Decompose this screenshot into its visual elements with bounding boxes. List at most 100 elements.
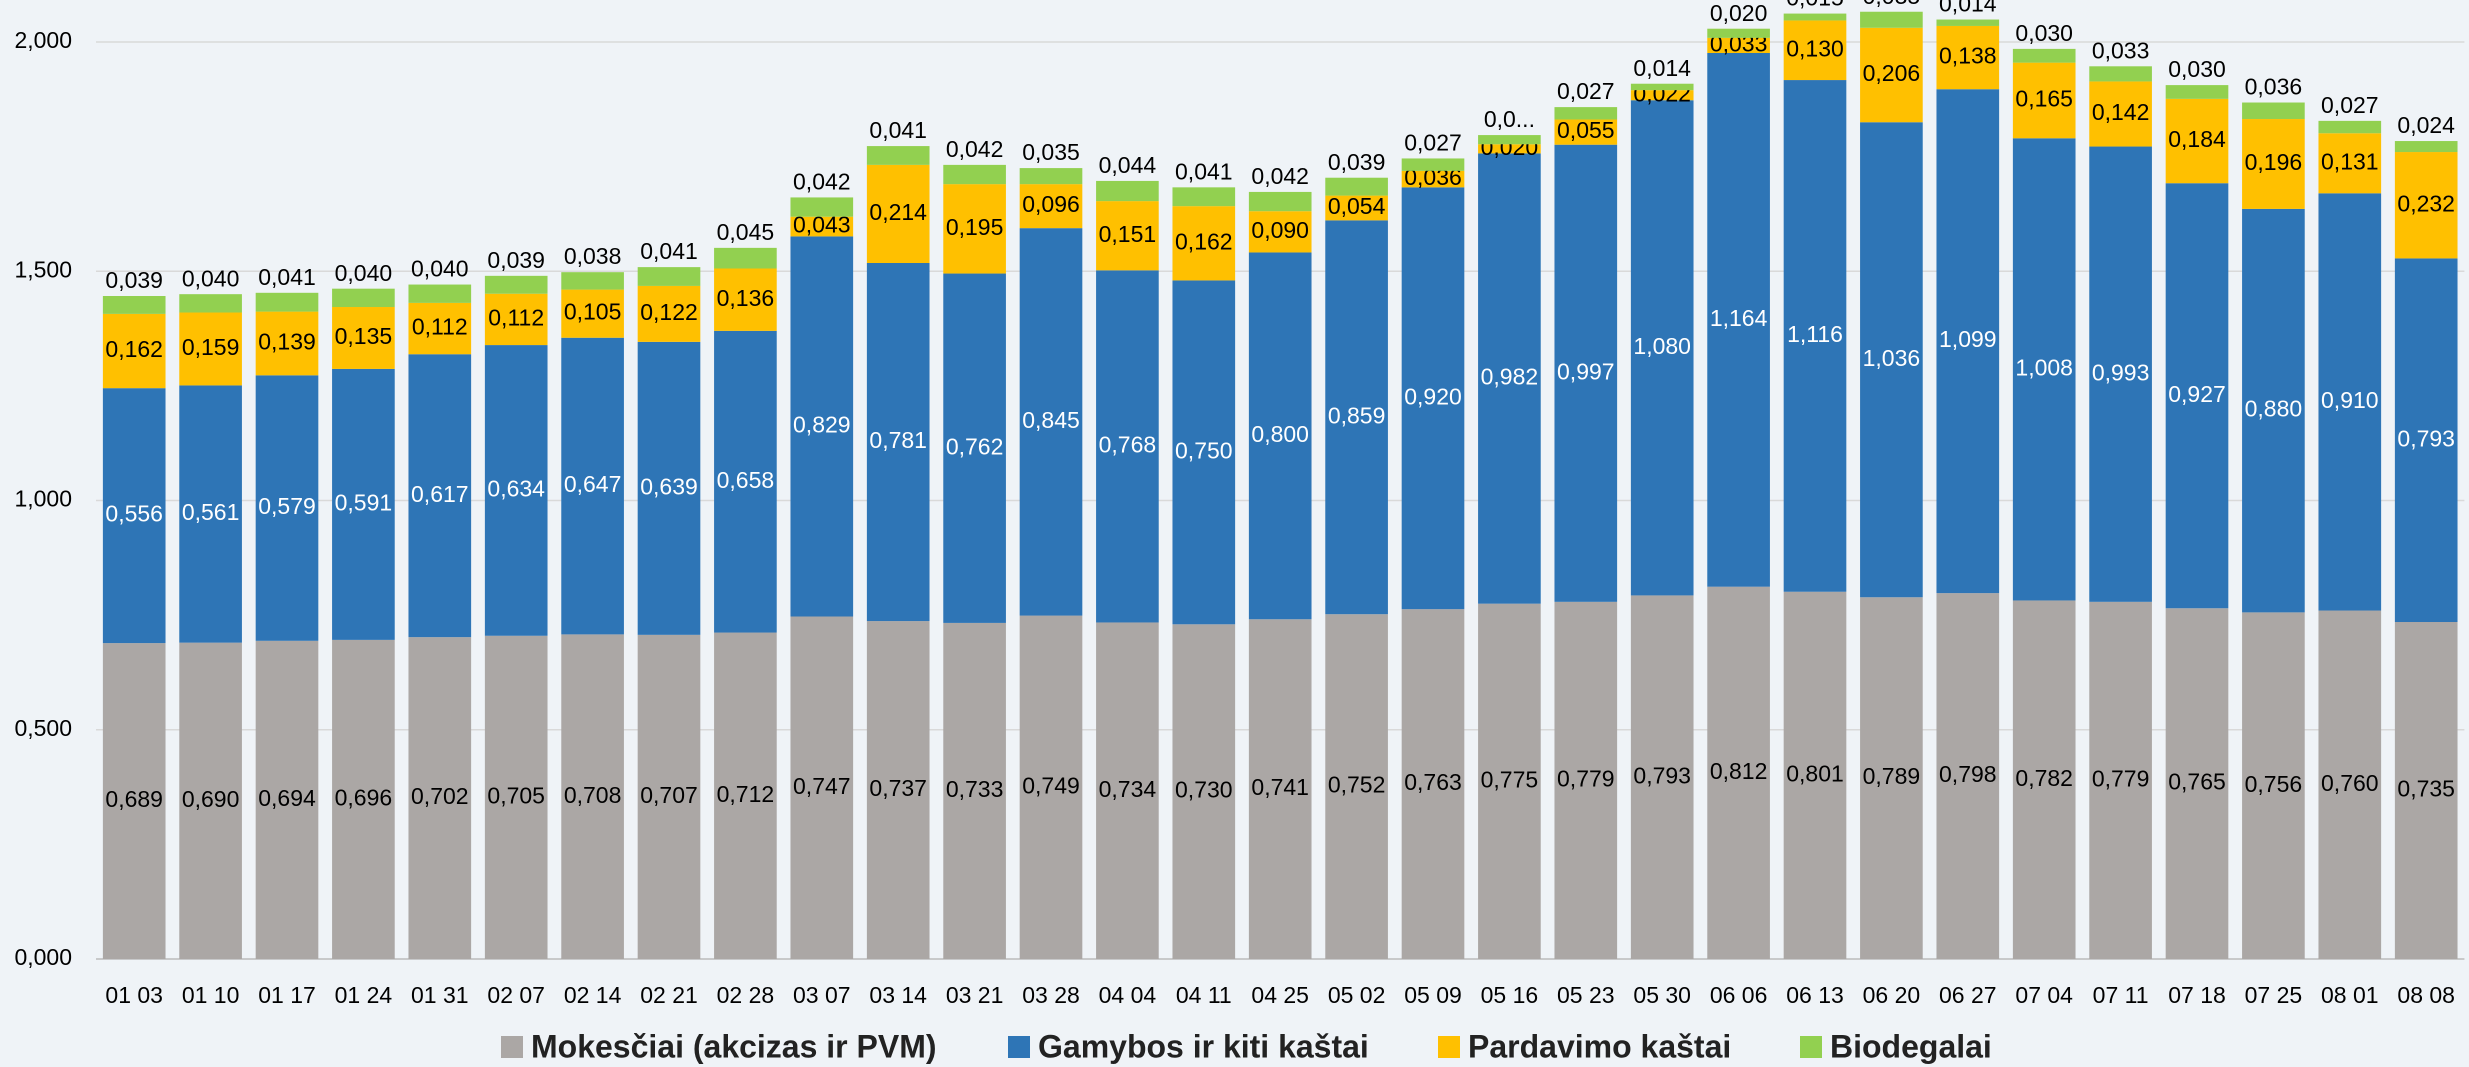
data-label: 0,756 bbox=[2245, 771, 2303, 797]
x-tick-label: 01 03 bbox=[105, 982, 163, 1008]
bar-segment bbox=[637, 634, 701, 959]
data-label: 1,116 bbox=[1787, 321, 1843, 347]
data-label: 0,044 bbox=[1099, 152, 1157, 178]
data-label: 0,702 bbox=[411, 783, 469, 809]
bar-segment bbox=[1096, 180, 1159, 202]
bar-segment bbox=[1401, 170, 1465, 188]
bar-segment bbox=[714, 632, 777, 959]
x-tick-label: 05 30 bbox=[1633, 982, 1691, 1008]
bar-segment bbox=[1707, 37, 1770, 54]
data-label: 0,793 bbox=[1633, 762, 1691, 788]
data-label: 0,040 bbox=[335, 260, 393, 286]
bar-segment bbox=[1478, 603, 1541, 959]
bar-segment bbox=[2394, 141, 2458, 153]
bar-segment bbox=[714, 247, 777, 269]
bar-segment bbox=[2165, 85, 2229, 99]
legend: Mokesčiai (akcizas ir PVM) Gamybos ir kit… bbox=[501, 1028, 1992, 1064]
data-label: 0,812 bbox=[1710, 758, 1768, 784]
data-label: 0,735 bbox=[2397, 776, 2455, 802]
data-label: 0,035 bbox=[1863, 0, 1921, 9]
data-label: 0,045 bbox=[717, 219, 775, 245]
data-label: 0,927 bbox=[2168, 381, 2226, 407]
data-label: 0,707 bbox=[640, 782, 698, 808]
x-tick-label: 02 28 bbox=[717, 982, 775, 1008]
bar-segment bbox=[1325, 177, 1388, 196]
bar-segment bbox=[1783, 80, 1847, 592]
x-tick-label: 03 21 bbox=[946, 982, 1004, 1008]
bar-segment bbox=[2242, 208, 2305, 613]
bar-segment bbox=[1554, 119, 1618, 145]
x-tick-label: 07 18 bbox=[2168, 982, 2226, 1008]
data-label: 0,829 bbox=[793, 412, 851, 438]
bar-segment bbox=[2165, 608, 2229, 959]
data-label: 0,579 bbox=[258, 493, 316, 519]
data-label: 0,0... bbox=[1484, 106, 1535, 132]
x-tick-label: 04 25 bbox=[1251, 982, 1309, 1008]
bar-segment bbox=[255, 375, 319, 641]
data-label: 0,054 bbox=[1328, 193, 1386, 219]
data-label: 0,775 bbox=[1481, 766, 1539, 792]
data-label: 0,042 bbox=[793, 169, 851, 195]
bar-segment bbox=[102, 388, 166, 644]
data-label: 0,135 bbox=[335, 323, 393, 349]
data-label: 0,880 bbox=[2245, 396, 2303, 422]
data-label: 0,694 bbox=[258, 785, 316, 811]
x-tick-label: 06 20 bbox=[1863, 982, 1921, 1008]
bar-segment bbox=[2242, 102, 2305, 120]
bar-segment bbox=[1325, 195, 1388, 221]
data-label: 0,993 bbox=[2092, 359, 2150, 385]
data-label: 0,910 bbox=[2321, 387, 2379, 413]
bar-segment bbox=[332, 368, 395, 640]
bar-segment bbox=[1630, 100, 1694, 596]
bar-segment bbox=[2242, 119, 2305, 209]
data-label: 0,196 bbox=[2245, 149, 2303, 175]
x-tick-label: 05 09 bbox=[1404, 982, 1462, 1008]
data-label: 0,024 bbox=[2397, 112, 2455, 138]
x-tick-label: 04 04 bbox=[1099, 982, 1157, 1008]
bar-segment bbox=[484, 345, 548, 636]
bar-segment bbox=[2318, 133, 2382, 194]
bar-segment bbox=[332, 288, 395, 308]
data-label: 0,030 bbox=[2015, 20, 2073, 46]
bar-segment bbox=[1630, 83, 1694, 91]
bar-segment bbox=[1096, 270, 1159, 623]
data-label: 0,038 bbox=[564, 243, 622, 269]
bar-segment bbox=[1860, 597, 1923, 959]
bar-segment bbox=[179, 642, 242, 959]
data-label: 0,138 bbox=[1939, 43, 1997, 69]
data-label: 0,014 bbox=[1633, 55, 1691, 81]
data-label: 0,617 bbox=[411, 481, 469, 507]
data-label: 0,039 bbox=[487, 247, 545, 273]
y-tick-label: 2,000 bbox=[14, 27, 72, 53]
bar-segment bbox=[1172, 187, 1236, 207]
data-label: 0,779 bbox=[2092, 765, 2150, 791]
x-tick-label: 01 10 bbox=[182, 982, 240, 1008]
data-label: 0,039 bbox=[105, 267, 163, 293]
bar-segment bbox=[2089, 66, 2152, 82]
data-label: 0,151 bbox=[1099, 221, 1157, 247]
data-label: 0,112 bbox=[488, 304, 544, 330]
legend-swatch bbox=[1800, 1036, 1822, 1058]
data-label: 0,122 bbox=[640, 299, 698, 325]
bar-segment bbox=[866, 621, 930, 959]
data-label: 0,561 bbox=[182, 499, 240, 525]
data-label: 0,027 bbox=[1557, 78, 1615, 104]
bar-segment bbox=[1554, 601, 1618, 959]
bar-segment bbox=[1478, 153, 1541, 604]
bar-segment bbox=[1096, 201, 1159, 271]
data-label: 0,768 bbox=[1099, 431, 1157, 457]
bar-segment bbox=[2394, 152, 2458, 259]
data-label: 0,793 bbox=[2397, 425, 2455, 451]
data-label: 0,789 bbox=[1863, 763, 1921, 789]
bar-segment bbox=[637, 341, 701, 635]
data-label: 0,039 bbox=[1328, 149, 1386, 175]
legend-swatch bbox=[1438, 1036, 1460, 1058]
bar-segment bbox=[2089, 146, 2152, 602]
x-tick-label: 07 25 bbox=[2245, 982, 2303, 1008]
data-label: 0,040 bbox=[411, 256, 469, 282]
data-label: 0,708 bbox=[564, 782, 622, 808]
data-label: 0,845 bbox=[1022, 407, 1080, 433]
data-label: 1,036 bbox=[1863, 345, 1921, 371]
data-label: 0,195 bbox=[946, 214, 1004, 240]
x-tick-label: 07 11 bbox=[2093, 982, 2149, 1008]
